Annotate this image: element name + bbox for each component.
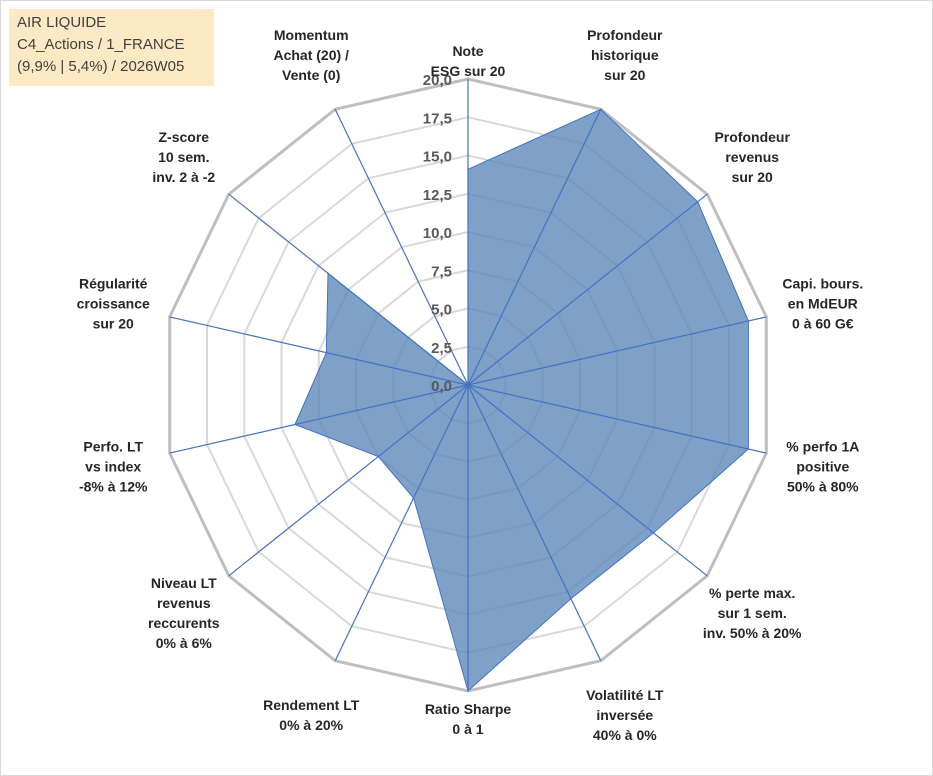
category-label: Profondeur revenus sur 20 — [714, 129, 790, 185]
category-label-line: 10 sem. — [158, 149, 209, 165]
tick-label: 20,0 — [423, 72, 452, 89]
category-label-line: Vente (0) — [282, 67, 340, 83]
axis-spoke — [467, 384, 767, 454]
category-label-line: ESG sur 20 — [431, 63, 506, 79]
axis-spoke — [228, 384, 469, 577]
category-label: Profondeur historique sur 20 — [587, 27, 663, 83]
axis-spoke — [467, 384, 708, 577]
category-label-line: en MdEUR — [788, 296, 858, 312]
category-label: Niveau LT revenus reccurents 0% à 6% — [148, 575, 220, 651]
category-label-line: % perfo 1A — [786, 438, 859, 454]
category-label-line: 40% à 0% — [593, 727, 657, 743]
axis-spoke — [467, 109, 602, 386]
category-label-line: Régularité — [79, 276, 148, 292]
axis-spoke — [169, 316, 469, 386]
category-label-line: croissance — [77, 296, 150, 312]
category-label-line: Achat (20) / — [273, 47, 349, 63]
axis-spoke — [467, 384, 602, 661]
category-label: C4_Actions / 1_FRANCE — [17, 36, 185, 53]
axis-spoke — [467, 316, 767, 386]
category-label-line: historique — [591, 47, 659, 63]
category-label: Régularité croissance sur 20 — [77, 276, 150, 332]
axis-spoke — [228, 193, 469, 386]
category-label-line: Niveau LT — [151, 575, 217, 591]
tick-label: 0,0 — [431, 378, 452, 395]
tick-label: 5,0 — [431, 302, 452, 319]
axis-spoke — [334, 384, 469, 661]
category-labels: Note ESG sur 20 Profondeur historique sur 20… — [77, 27, 864, 743]
tick-label: 15,0 — [423, 149, 452, 166]
category-label-line: Profondeur — [714, 129, 790, 145]
category-label: Perfo. LT vs index -8% à 12% — [79, 438, 148, 494]
category-label-line: 0 à 1 — [452, 721, 483, 737]
category-label: Volatilité LT inversée 40% à 0% — [586, 687, 664, 743]
category-label-line: 50% à 80% — [787, 478, 859, 494]
category-label-line: % perte max. — [709, 585, 795, 601]
category-label-line: sur 20 — [604, 67, 645, 83]
category-label: Ratio Sharpe 0 à 1 — [425, 701, 512, 737]
category-label-line: Ratio Sharpe — [425, 701, 512, 717]
category-label: Capi. bours. en MdEUR 0 à 60 G€ — [782, 276, 863, 332]
category-label: Note ESG sur 20 — [431, 43, 506, 79]
axis-spoke — [169, 384, 469, 454]
ratio-week-label: (9,9% | 5,4%) / 2026W05 — [17, 58, 185, 75]
category-label-line: Note — [452, 43, 483, 59]
category-label-line: inversée — [596, 707, 653, 723]
category-label: Rendement LT 0% à 20% — [263, 697, 360, 733]
axis-spokes — [169, 79, 767, 691]
tick-labels: 0,0 2,5 5,0 7,5 10,0 12,5 15,0 17,5 20,0 — [423, 72, 452, 395]
category-label-line: revenus — [157, 595, 211, 611]
tick-label: 10,0 — [423, 225, 452, 242]
tick-label: 7,5 — [431, 263, 452, 280]
axis-spoke — [334, 109, 469, 386]
category-label-line: Volatilité LT — [586, 687, 664, 703]
category-label-line: revenus — [725, 149, 779, 165]
category-label: % perte max. sur 1 sem. inv. 50% à 20% — [703, 585, 802, 641]
category-label-line: inv. 50% à 20% — [703, 625, 802, 641]
category-label-line: Z-score — [159, 129, 210, 145]
category-label-line: 0% à 20% — [279, 717, 343, 733]
category-label-line: 0 à 60 G€ — [792, 316, 854, 332]
category-label: Momentum Achat (20) / Vente (0) — [273, 27, 349, 83]
category-label-line: Perfo. LT — [83, 438, 143, 454]
tick-label: 2,5 — [431, 340, 452, 357]
category-label-line: inv. 2 à -2 — [152, 169, 215, 185]
category-label-line: sur 20 — [93, 316, 134, 332]
category-label-line: Profondeur — [587, 27, 663, 43]
category-label: Z-score 10 sem. inv. 2 à -2 — [152, 129, 215, 185]
axis-spoke — [467, 193, 708, 386]
category-label-line: positive — [796, 458, 849, 474]
category-label-line: vs index — [85, 458, 141, 474]
category-label-line: -8% à 12% — [79, 478, 148, 494]
category-label-line: Rendement LT — [263, 697, 360, 713]
company-name: AIR LIQUIDE — [17, 14, 107, 31]
category-label-line: 0% à 6% — [156, 635, 213, 651]
category-label-line: reccurents — [148, 615, 220, 631]
info-box: AIR LIQUIDE C4_Actions / 1_FRANCE (9,9% … — [9, 9, 214, 86]
tick-label: 17,5 — [423, 110, 452, 127]
category-label-line: sur 20 — [732, 169, 773, 185]
category-label-line: Momentum — [274, 27, 349, 43]
category-label-line: sur 1 sem. — [718, 605, 787, 621]
category-label: % perfo 1A positive 50% à 80% — [786, 438, 859, 494]
category-label-line: Capi. bours. — [782, 276, 863, 292]
tick-label: 12,5 — [423, 187, 452, 204]
